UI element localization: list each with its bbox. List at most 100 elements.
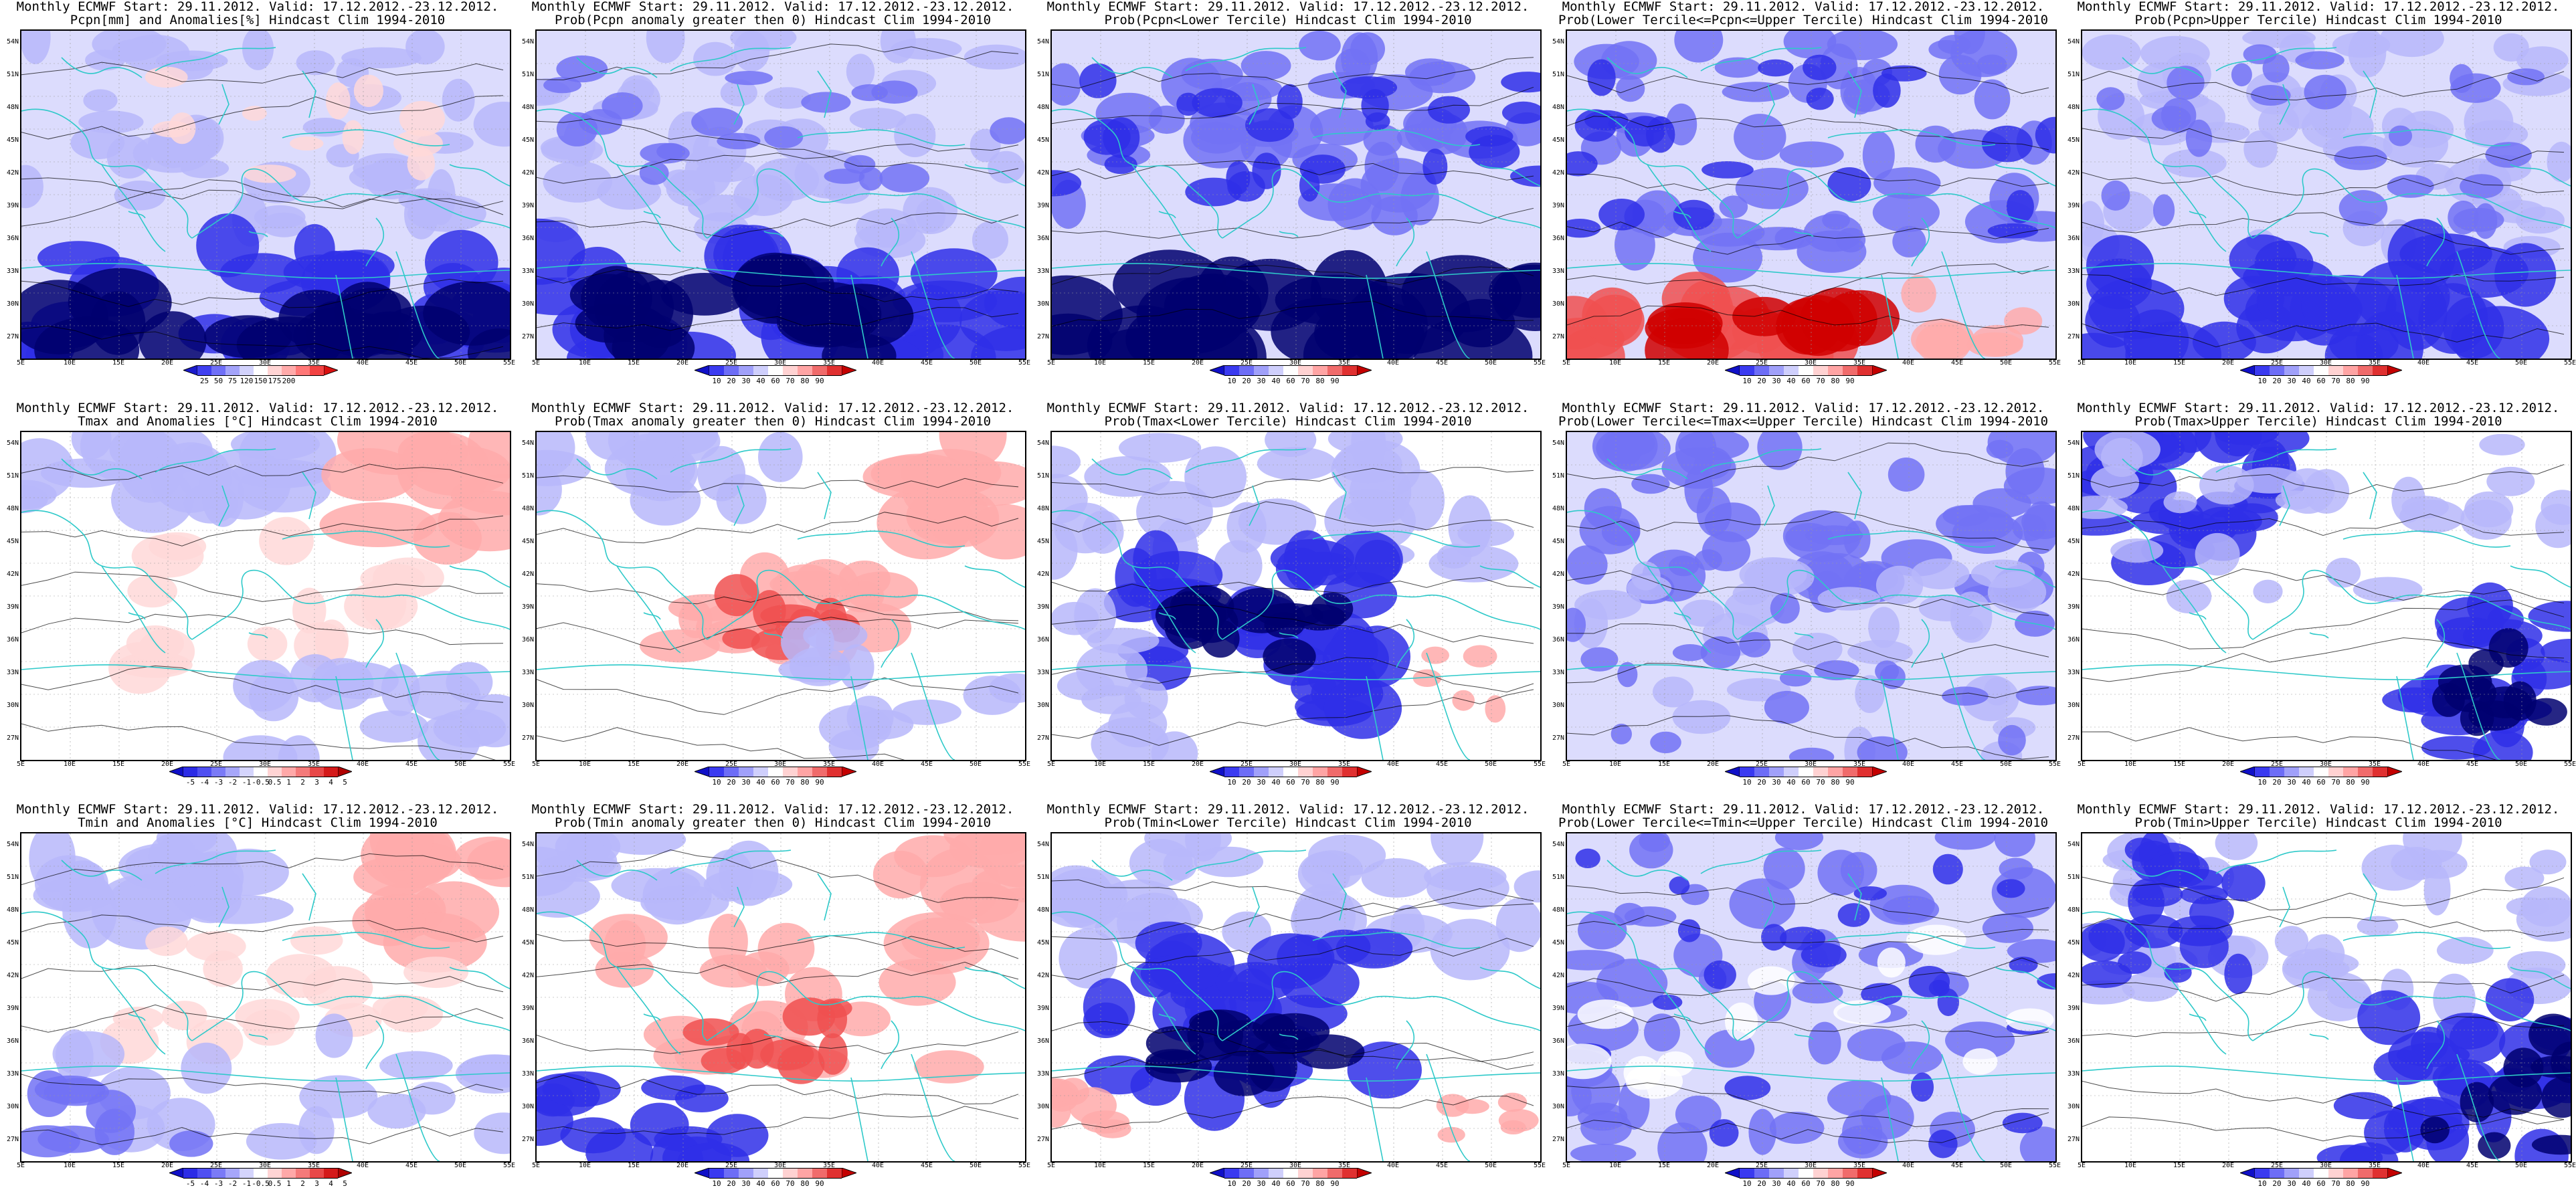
field-patch [1827, 1080, 1892, 1117]
panel-title-line2: Prob(Tmin<Lower Tercile) Hindcast Clim 1… [1104, 815, 1472, 830]
field-patch [2382, 687, 2448, 713]
colorbar-high-arrow [1357, 365, 1372, 376]
colorbar-segment [783, 767, 798, 777]
field-patch [1598, 199, 1645, 231]
longitude-label: 35E [822, 1162, 836, 1169]
field-patch [1347, 1041, 1422, 1099]
colorbar-segment [1813, 1168, 1828, 1179]
field-patch [1861, 983, 1902, 1006]
longitude-label: 10E [1608, 761, 1622, 768]
field-patch [2262, 54, 2290, 83]
longitude-label: 50E [2514, 1162, 2528, 1169]
longitude-label: 40E [2417, 761, 2430, 768]
field-patch [1769, 1112, 1825, 1144]
field-patch [699, 954, 767, 988]
longitude-label: 45E [405, 761, 418, 768]
colorbar-low-arrow [1210, 1168, 1224, 1179]
colorbar-label: 20 [727, 778, 736, 787]
colorbar-label: 30 [1772, 1179, 1781, 1188]
field-patch [1729, 878, 1796, 929]
colorbar-segment [1313, 767, 1327, 777]
colorbar-segment [1283, 767, 1298, 777]
colorbar-segment [2299, 365, 2314, 376]
longitude-label: 55E [1018, 1162, 1031, 1169]
colorbar-label: 10 [2258, 1179, 2267, 1188]
latitude-label: 27N [2067, 734, 2080, 742]
contour-lines [1052, 879, 1534, 1130]
latitude-label: 39N [2067, 202, 2080, 209]
field-patch [1322, 631, 1389, 686]
field-patch [1806, 88, 1834, 110]
field-patch [1788, 747, 1835, 760]
field-patch [2486, 466, 2535, 496]
colorbar-label: 10 [1742, 778, 1752, 787]
field-patch [1763, 847, 1805, 890]
contour-lines [2082, 876, 2565, 1142]
field-patch [1932, 854, 1963, 885]
field-patch [1176, 92, 1200, 116]
field-patch [818, 1033, 848, 1075]
colorbar-high-arrow [1872, 365, 1887, 376]
field-patch [2274, 926, 2308, 957]
field-patch [1631, 474, 1670, 494]
latitude-label: 36N [521, 636, 534, 643]
field-patch [851, 84, 888, 102]
colorbar-segment [197, 767, 211, 777]
latitude-label: 51N [1552, 472, 1564, 480]
colorbar-label: 60 [1286, 377, 1295, 385]
panel-title-line1: Monthly ECMWF Start: 29.11.2012. Valid: … [16, 401, 499, 415]
longitude-label: 5E [2077, 761, 2086, 768]
graticule [1567, 31, 2055, 359]
longitude-label: 55E [502, 1162, 516, 1169]
field-patch [963, 44, 1025, 70]
field-patch [302, 966, 373, 1010]
field-patch [1136, 481, 1213, 543]
graticule [2082, 432, 2571, 760]
field-patch [642, 867, 712, 925]
field-patch [1735, 167, 1809, 209]
field-patch [466, 839, 510, 888]
longitude-label: 35E [307, 359, 320, 367]
latitude-label: 39N [1552, 603, 1564, 611]
longitude-label: 45E [1435, 761, 1449, 768]
colorbar-label: 20 [1242, 778, 1251, 787]
field-patch [1942, 686, 1989, 706]
colorbar: -5 -4 -3 -2 -1 -0.5 0.5 1 2 3 4 5 [169, 1168, 352, 1191]
field-patch [1192, 88, 1243, 118]
longitude-label: 40E [356, 1162, 369, 1169]
latitude-label: 42N [1036, 972, 1049, 979]
field-patch [2004, 307, 2043, 335]
longitude-label: 40E [1902, 1162, 1915, 1169]
colorbar-segment [724, 365, 739, 376]
field-patch [2357, 916, 2399, 936]
longitude-label: 15E [1657, 1162, 1671, 1169]
colorbar-high-arrow [2387, 767, 2402, 777]
field-patch [1673, 199, 1715, 231]
coastlines [1052, 448, 1540, 760]
field-patch [2082, 496, 2128, 519]
longitude-label: 25E [1755, 359, 1768, 367]
colorbar-low-arrow [2240, 1168, 2255, 1179]
latitude-label: 30N [521, 1103, 534, 1110]
latitude-label: 54N [2067, 439, 2080, 447]
field-patch [2090, 466, 2140, 500]
field-patch [1463, 645, 1497, 668]
field-patch [1677, 919, 1701, 942]
colorbar-high-arrow [324, 365, 338, 376]
field-patch [349, 163, 426, 192]
latitude-label: 45N [1552, 939, 1564, 946]
colorbar-low-arrow [2240, 365, 2255, 376]
colorbar-label: 90 [1330, 1179, 1340, 1188]
colorbar-label: 30 [741, 1179, 751, 1188]
colorbar-label: 60 [1801, 1179, 1811, 1188]
field-patch [1657, 1051, 1694, 1077]
latitude-label: 33N [1552, 268, 1564, 275]
field-patch [1650, 731, 1681, 754]
contour-lines [21, 853, 504, 1145]
colorbar: 10 20 30 40 60 70 80 90 [1725, 1168, 1887, 1191]
colorbar-segment [812, 767, 827, 777]
longitude-label: 20E [676, 761, 689, 768]
colorbar: 10 20 30 40 60 70 80 90 [2240, 365, 2402, 388]
field-patch [83, 89, 118, 112]
latitude-label: 51N [1552, 71, 1564, 78]
